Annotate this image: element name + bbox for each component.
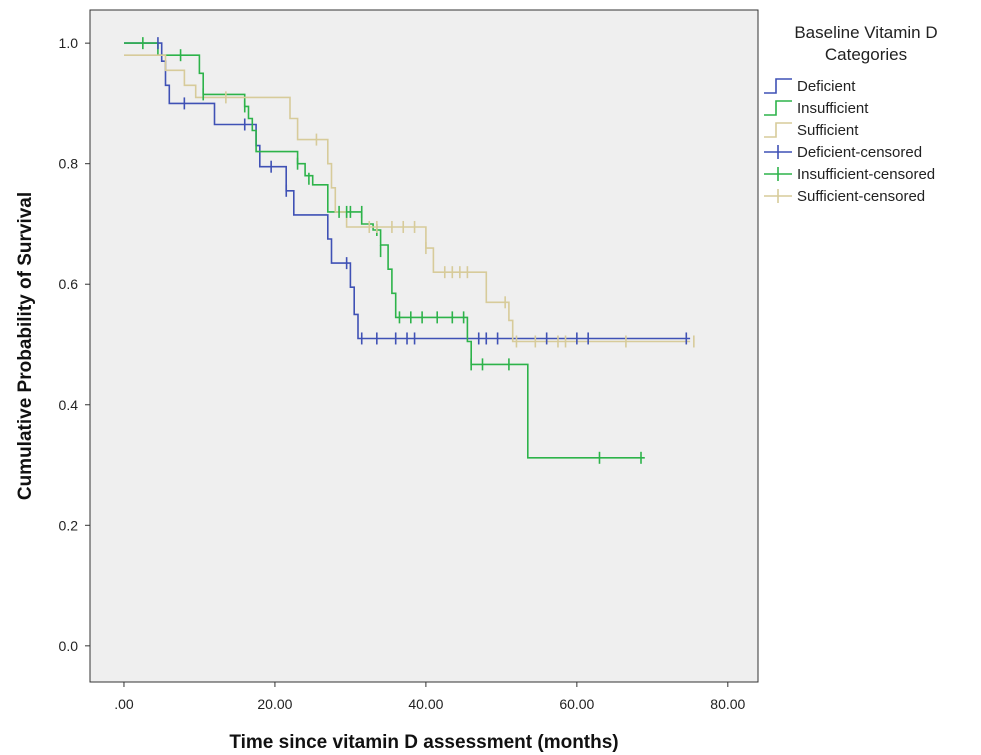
x-axis-title: Time since vitamin D assessment (months) bbox=[229, 732, 618, 753]
x-tick-label: 80.00 bbox=[710, 696, 745, 712]
survival-curves bbox=[124, 42, 691, 459]
y-tick-label: 0.0 bbox=[59, 638, 79, 654]
x-tick-label: .00 bbox=[114, 696, 134, 712]
y-tick-label: 0.6 bbox=[59, 276, 79, 292]
legend-label: Sufficient-censored bbox=[797, 188, 925, 205]
y-tick-label: 0.2 bbox=[59, 517, 79, 533]
curve-insufficient bbox=[124, 42, 645, 459]
legend-line-deficient bbox=[764, 78, 792, 94]
y-tick-label: 1.0 bbox=[59, 35, 79, 51]
y-tick-label: 0.8 bbox=[59, 156, 79, 172]
legend-label: Insufficient bbox=[797, 100, 869, 117]
y-tick-label: 0.4 bbox=[59, 397, 79, 413]
legend-line-insufficient bbox=[764, 100, 792, 116]
legend-label: Deficient-censored bbox=[797, 144, 922, 161]
legend-label: Deficient bbox=[797, 78, 856, 95]
x-axis-ticks: .00 20.00 40.00 60.00 80.00 bbox=[114, 682, 746, 712]
y-axis-title: Cumulative Probability of Survival bbox=[15, 192, 36, 500]
censor-marks bbox=[142, 37, 695, 464]
curve-sufficient bbox=[124, 54, 691, 343]
x-tick-label: 40.00 bbox=[408, 696, 443, 712]
legend-title: Categories bbox=[825, 45, 907, 64]
legend-label: Insufficient-censored bbox=[797, 166, 935, 183]
x-tick-label: 20.00 bbox=[257, 696, 292, 712]
y-axis-ticks: 0.0 0.2 0.4 0.6 0.8 1.0 bbox=[59, 35, 90, 654]
curve-deficient bbox=[124, 42, 691, 340]
x-tick-label: 60.00 bbox=[559, 696, 594, 712]
legend: Baseline Vitamin D Categories Deficient I… bbox=[764, 23, 938, 205]
legend-line-sufficient bbox=[764, 122, 792, 138]
legend-label: Sufficient bbox=[797, 122, 859, 139]
legend-title: Baseline Vitamin D bbox=[794, 23, 937, 42]
plot-area bbox=[89, 9, 759, 683]
